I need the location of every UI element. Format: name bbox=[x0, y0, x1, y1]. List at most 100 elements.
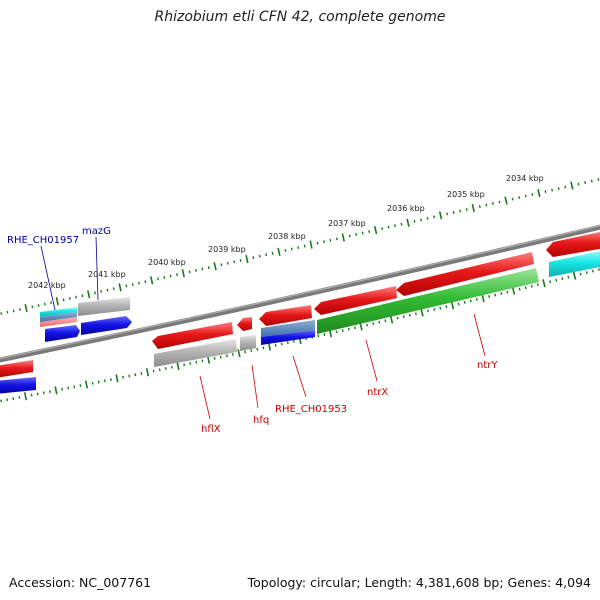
scale-label: 2041 kbp bbox=[88, 270, 126, 279]
lower-track-minor-tick bbox=[457, 302, 460, 306]
lower-track-minor-tick bbox=[244, 350, 247, 354]
lower-track-minor-tick bbox=[164, 367, 167, 370]
leader-mazg bbox=[95, 236, 99, 301]
lower-track-minor-tick bbox=[274, 343, 277, 347]
lower-track-minor-tick bbox=[250, 349, 253, 353]
gene-hflx bbox=[152, 322, 233, 349]
scale-major-tick bbox=[24, 304, 28, 313]
scale-label: 2035 kbp bbox=[447, 190, 485, 199]
scale-minor-tick bbox=[50, 301, 53, 305]
scale-minor-tick bbox=[207, 266, 210, 269]
scale-minor-tick bbox=[420, 218, 423, 222]
lower-track-minor-tick bbox=[597, 268, 600, 271]
lower-track-minor-tick bbox=[396, 316, 399, 320]
lower-track-major-tick bbox=[542, 279, 546, 288]
scale-minor-tick bbox=[400, 222, 403, 226]
scale-minor-tick bbox=[452, 211, 455, 214]
scale-minor-tick bbox=[290, 247, 293, 251]
lower-track-minor-tick bbox=[445, 305, 448, 309]
scale-major-tick bbox=[245, 254, 249, 264]
lower-track-minor-tick bbox=[97, 380, 100, 384]
scale-minor-tick bbox=[322, 240, 325, 244]
scale-track bbox=[0, 178, 600, 316]
scale-minor-tick bbox=[138, 281, 140, 285]
gene-rhe-ch01953-blue bbox=[261, 330, 315, 345]
lower-track-major-tick bbox=[84, 380, 89, 389]
scale-minor-tick bbox=[518, 196, 521, 199]
scale-label: 2042 kbp bbox=[28, 281, 66, 290]
scale-minor-tick bbox=[459, 209, 462, 213]
lower-track-minor-tick bbox=[463, 300, 466, 304]
scale-minor-tick bbox=[348, 234, 351, 238]
lower-track-minor-tick bbox=[201, 359, 204, 363]
lower-track-minor-tick bbox=[366, 323, 369, 327]
lower-track-minor-tick bbox=[433, 308, 436, 311]
scale-minor-tick bbox=[485, 203, 488, 207]
lower-track-minor-tick bbox=[79, 384, 82, 388]
lower-track-minor-tick bbox=[353, 326, 356, 330]
scale-major-tick bbox=[277, 247, 281, 256]
scale-minor-tick bbox=[62, 298, 65, 302]
lower-track-minor-tick bbox=[91, 381, 94, 385]
lower-track-minor-tick bbox=[341, 329, 344, 332]
leader-rhe-ch01953 bbox=[292, 355, 307, 398]
scale-minor-tick bbox=[195, 268, 197, 272]
scale-minor-tick bbox=[303, 244, 306, 248]
lower-track-minor-tick bbox=[292, 339, 295, 343]
lower-track-minor-tick bbox=[585, 271, 588, 275]
scale-minor-tick bbox=[584, 181, 587, 184]
lower-track-minor-tick bbox=[530, 284, 533, 288]
genome-backbone-highlight bbox=[0, 225, 600, 360]
lower-track-major-tick bbox=[450, 301, 455, 310]
leader-ntry bbox=[473, 313, 486, 357]
scale-label: 2039 kbp bbox=[208, 245, 246, 254]
lower-track-minor-tick bbox=[384, 319, 387, 323]
gene-right-cyan bbox=[549, 251, 600, 277]
lower-track-minor-tick bbox=[219, 355, 222, 359]
scale-minor-tick bbox=[75, 295, 78, 299]
lower-track-major-tick bbox=[176, 361, 180, 371]
scale-minor-tick bbox=[271, 251, 274, 255]
scale-minor-tick bbox=[239, 259, 242, 262]
gene-left-red bbox=[0, 360, 33, 378]
scale-minor-tick bbox=[355, 233, 358, 236]
label-hflx: hflX bbox=[201, 424, 221, 435]
gene-rhe-ch01957-cyan bbox=[40, 307, 77, 317]
lower-track-minor-tick bbox=[469, 299, 472, 303]
lower-track-minor-tick bbox=[158, 368, 161, 372]
lower-track-minor-tick bbox=[372, 322, 375, 326]
scale-minor-tick bbox=[491, 202, 494, 205]
lower-track-minor-tick bbox=[140, 372, 143, 375]
lower-track-major-tick bbox=[267, 342, 272, 351]
scale-label: 2040 kbp bbox=[148, 258, 186, 267]
scale-minor-tick bbox=[297, 246, 300, 249]
scale-minor-tick bbox=[18, 308, 21, 311]
lower-track-minor-tick bbox=[402, 315, 405, 319]
gene-rhe-ch01953 bbox=[259, 305, 312, 326]
scale-minor-tick bbox=[6, 310, 9, 314]
leader-rhe-ch01957 bbox=[40, 245, 56, 311]
gene-blue-2 bbox=[81, 316, 132, 335]
lower-track-minor-tick bbox=[323, 333, 326, 337]
scale-minor-tick bbox=[125, 284, 128, 288]
scale-major-tick bbox=[471, 203, 475, 213]
lower-track-minor-tick bbox=[378, 320, 381, 324]
label-rhe-ch01953: RHE_CH01953 bbox=[275, 404, 347, 415]
scale-minor-tick bbox=[68, 297, 71, 300]
lower-track-minor-tick bbox=[549, 280, 552, 284]
scale-minor-tick bbox=[551, 188, 554, 192]
lower-track-minor-tick bbox=[231, 353, 234, 356]
gene-hfq bbox=[237, 317, 252, 331]
lower-track-minor-tick bbox=[524, 286, 527, 290]
lower-track-major-tick bbox=[237, 349, 241, 358]
scale-minor-tick bbox=[144, 280, 147, 284]
scale-minor-tick bbox=[465, 208, 468, 211]
lower-track-minor-tick bbox=[561, 277, 564, 281]
lower-track-minor-tick bbox=[414, 312, 417, 316]
scale-minor-tick bbox=[557, 187, 560, 190]
leader-hflx bbox=[199, 375, 211, 420]
genome-backbone bbox=[0, 224, 600, 363]
scale-minor-tick bbox=[157, 277, 159, 281]
scale-minor-tick bbox=[597, 178, 600, 181]
